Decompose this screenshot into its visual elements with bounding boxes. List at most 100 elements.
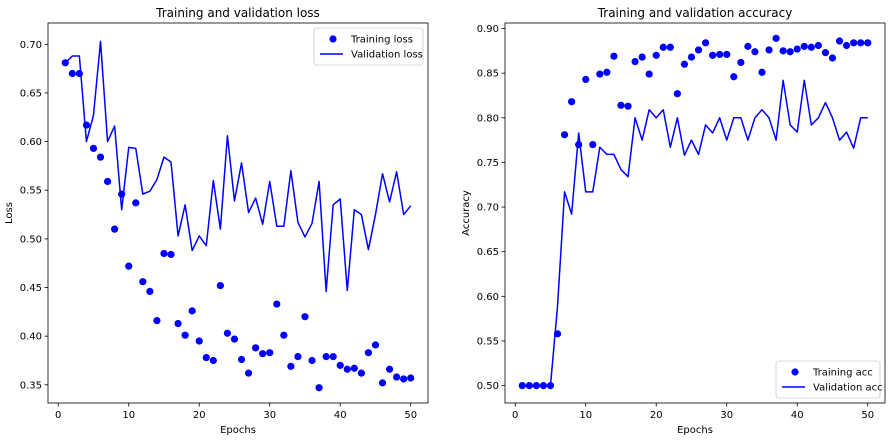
data-point [378, 379, 387, 387]
x-axis-label: Epochs [220, 425, 256, 436]
data-point [744, 42, 752, 50]
legend-marker [329, 35, 337, 43]
data-point [772, 34, 780, 42]
data-point [730, 73, 738, 81]
data-point [89, 144, 98, 152]
data-point [589, 140, 597, 149]
chart-accuracy: 0 10 20 30 40 50 0.50 0.55 0.60 0.65 0.70 0.75 0.80 0… [461, 6, 886, 436]
data-point [680, 60, 689, 68]
data-point [638, 53, 646, 61]
x-tick-label: 10 [579, 410, 592, 421]
y-tick-label: 0.90 [477, 24, 499, 35]
y-tick-label: 0.35 [20, 380, 42, 391]
data-point [336, 361, 344, 369]
data-point [850, 39, 858, 47]
legend-box [775, 360, 881, 399]
data-point [532, 381, 540, 390]
data-point [560, 131, 569, 139]
data-point [582, 75, 590, 84]
data-point [525, 381, 533, 390]
data-point [287, 362, 295, 370]
data-point [259, 350, 267, 358]
y-tick-label: 0.70 [20, 40, 42, 51]
data-point [118, 190, 126, 198]
data-point [568, 98, 576, 106]
data-point [209, 356, 217, 365]
chart-loss: 0 10 20 30 40 50 0.35 0.40 0.45 0.50 0.55 0.60 0.65 0… [4, 6, 429, 436]
y-tick-label: 0.50 [477, 381, 499, 392]
data-point [596, 70, 604, 78]
y-tick-label: 0.65 [477, 247, 499, 258]
y-tick-label: 0.80 [477, 113, 499, 124]
data-point [807, 43, 815, 51]
data-point [857, 39, 865, 47]
data-point [765, 46, 773, 54]
legend-box [313, 27, 424, 66]
data-point [793, 45, 801, 53]
data-point [111, 225, 119, 233]
data-point [315, 384, 323, 392]
data-point [252, 344, 260, 352]
data-point [244, 369, 253, 377]
data-point [308, 356, 316, 365]
data-point [631, 57, 639, 66]
data-point [266, 349, 274, 357]
y-tick-label: 0.60 [477, 292, 499, 303]
x-tick-label: 20 [193, 410, 206, 421]
data-point [61, 59, 69, 67]
y-tick-label: 0.55 [20, 186, 42, 197]
data-point [280, 331, 288, 339]
data-point [518, 381, 526, 390]
data-point [779, 47, 787, 55]
x-axis-label: Epochs [677, 425, 713, 436]
data-point [273, 300, 281, 308]
data-point [737, 58, 745, 67]
axes-frame [47, 22, 429, 404]
legend-label: Training acc [812, 368, 873, 379]
data-point [343, 365, 351, 373]
data-point [828, 54, 837, 62]
x-tick-label: 30 [720, 410, 733, 421]
y-tick-label: 0.85 [477, 69, 499, 80]
data-point [758, 68, 766, 76]
data-point [407, 374, 415, 382]
data-point [174, 319, 182, 328]
data-point [167, 250, 175, 259]
data-point [146, 287, 154, 296]
data-point [237, 355, 246, 364]
y-tick-label: 0.55 [477, 336, 499, 347]
plot-area [48, 23, 428, 403]
data-point [350, 364, 358, 372]
data-point [800, 42, 808, 50]
data-point [125, 262, 133, 270]
data-point [603, 68, 611, 76]
legend-marker [791, 368, 799, 376]
data-point [652, 51, 660, 59]
data-point [645, 70, 653, 78]
data-point [357, 369, 365, 377]
data-point [188, 307, 196, 315]
data-point [687, 53, 696, 61]
y-axis-label: Accuracy [461, 190, 472, 236]
data-point [181, 331, 189, 339]
data-point [153, 317, 161, 325]
x-tick-label: 40 [334, 410, 347, 421]
data-point [659, 43, 667, 51]
plot-area [505, 23, 885, 403]
data-point [546, 381, 555, 390]
data-point [301, 313, 309, 321]
data-point [864, 39, 872, 47]
data-point [814, 41, 822, 50]
data-point [617, 101, 625, 109]
data-point [666, 43, 674, 51]
data-point [364, 349, 373, 357]
data-point [694, 46, 703, 54]
data-point [230, 335, 239, 343]
data-point [786, 48, 794, 56]
y-tick-label: 0.75 [477, 158, 499, 169]
data-point [132, 199, 140, 207]
x-tick-label: 40 [791, 410, 804, 421]
data-point [223, 329, 232, 337]
data-point [202, 353, 210, 362]
